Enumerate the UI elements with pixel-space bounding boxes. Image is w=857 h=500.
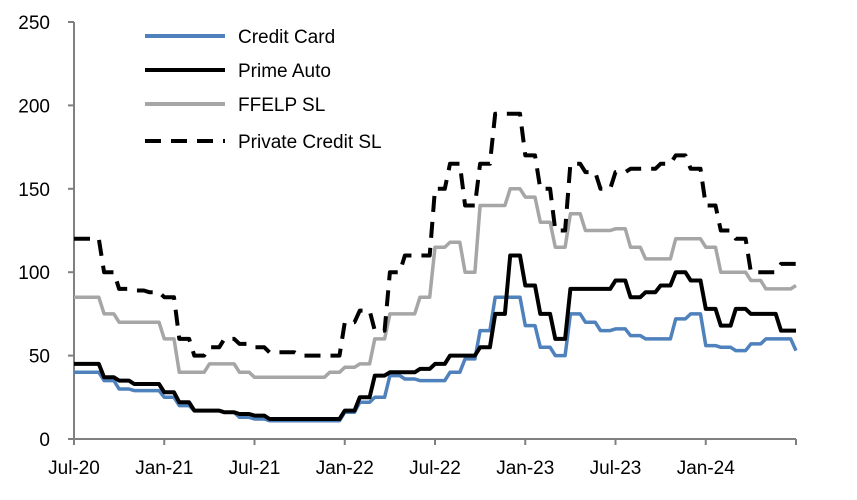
legend-label: Credit Card: [238, 27, 335, 48]
y-tick-label: 200: [18, 96, 50, 117]
legend-label: FFELP SL: [238, 95, 325, 116]
x-tick-label: Jan-22: [316, 458, 374, 479]
y-tick-label: 100: [18, 263, 50, 284]
x-tick-label: Jul-23: [590, 458, 642, 479]
legend-item-prime-auto: Prime Auto: [145, 61, 331, 82]
legend-item-ffelp-sl: FFELP SL: [145, 95, 325, 116]
y-tick-label: 0: [39, 430, 50, 451]
legend-label: Prime Auto: [238, 61, 331, 82]
legend: Credit Card Prime Auto FFELP SL Private …: [145, 27, 382, 153]
x-tick-label: Jul-22: [409, 458, 461, 479]
x-tick-label: Jan-23: [496, 458, 554, 479]
y-tick-label: 150: [18, 180, 50, 201]
legend-label: Private Credit SL: [238, 132, 382, 153]
x-tick-label: Jul-21: [229, 458, 281, 479]
series-line-private-credit-sl: [74, 111, 796, 358]
x-tick-label: Jul-20: [48, 458, 100, 479]
series-line-ffelp-sl: [74, 187, 797, 380]
legend-item-private-credit-sl: Private Credit SL: [145, 132, 382, 153]
series-line-prime-auto: [74, 253, 796, 421]
y-tick-label: 250: [18, 13, 50, 34]
legend-item-credit-card: Credit Card: [145, 27, 335, 48]
y-tick-label: 50: [29, 347, 50, 368]
x-tick-label: Jan-21: [135, 458, 193, 479]
x-tick-label: Jan-24: [677, 458, 736, 479]
